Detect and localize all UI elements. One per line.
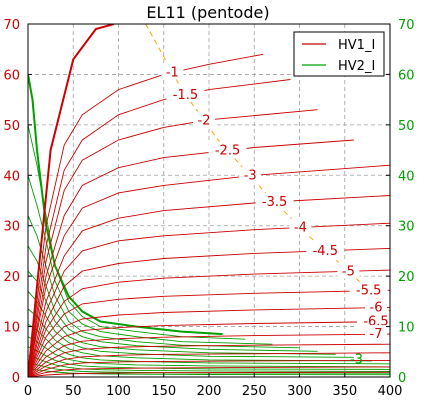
x-tick-label: 300 xyxy=(287,384,312,399)
y-tick-label-left: 70 xyxy=(3,18,20,33)
curve-label-bg xyxy=(349,281,388,298)
y-tick-label-left: 30 xyxy=(3,220,20,235)
plate-current-curve xyxy=(28,343,390,377)
x-tick-label: 400 xyxy=(378,384,403,399)
screen-current-curve xyxy=(28,74,223,336)
legend-label-hv1: HV1_I xyxy=(338,38,375,53)
plate-current-curve xyxy=(28,359,390,377)
y-tick-label-right: 50 xyxy=(398,119,415,134)
x-tick-label: 350 xyxy=(332,384,357,399)
y-tick-label-right: 40 xyxy=(398,169,415,184)
plate-current-curve xyxy=(28,222,390,377)
chart-title: EL11 (pentode) xyxy=(146,3,269,22)
x-tick-label: 0 xyxy=(24,384,32,399)
curve-label-bg xyxy=(161,63,184,80)
curve-label-bg xyxy=(357,312,395,329)
plate-current-curve xyxy=(28,333,390,377)
curve-label-bg xyxy=(166,85,205,102)
x-axis-ticks: 0 50 100 150 200 250 300 350 400 xyxy=(24,373,403,399)
curve-label-bg xyxy=(289,218,312,235)
plate-current-curve xyxy=(28,371,390,377)
y-tick-label-right: 70 xyxy=(398,18,415,33)
y-tick-label-left: 10 xyxy=(3,321,20,336)
curve-label-bg xyxy=(239,166,262,183)
x-tick-label: 100 xyxy=(106,384,131,399)
legend-label-hv2: HV2_I xyxy=(338,59,375,74)
annotation-label: -3 xyxy=(350,352,363,367)
curve-label: -3 xyxy=(244,169,257,184)
curve-label: -1.5 xyxy=(173,88,198,103)
x-tick-label: 200 xyxy=(197,384,222,399)
curve-label-bg xyxy=(255,192,294,209)
plate-current-curve xyxy=(28,79,291,377)
plate-current-curve xyxy=(28,289,390,377)
legend-box xyxy=(293,31,385,77)
screen-current-curve xyxy=(28,124,246,340)
curve-label: -3.5 xyxy=(262,195,287,210)
curve-label-bg xyxy=(337,262,360,279)
screen-current-curve xyxy=(28,291,354,358)
curve-label: -2 xyxy=(198,114,211,129)
y-tick-label-right: 20 xyxy=(398,270,415,285)
y-tick-label-left: 50 xyxy=(3,119,20,134)
curve-label-bg xyxy=(208,141,247,158)
y-tick-label-left: 60 xyxy=(3,68,20,83)
screen-current-curve xyxy=(28,336,390,368)
screen-current-curve xyxy=(28,175,273,345)
plate-current-curve xyxy=(28,352,390,377)
screen-current-curve xyxy=(28,323,390,365)
curve-label-bg xyxy=(365,298,387,315)
plate-current-curve xyxy=(28,24,115,377)
plate-current-curve xyxy=(28,306,390,377)
y-tick-label-right: 0 xyxy=(398,371,406,386)
x-tick-label: 150 xyxy=(151,384,176,399)
screen-current-curve xyxy=(28,355,390,372)
curve-label: -5.5 xyxy=(356,284,381,299)
curve-label: -7 xyxy=(370,327,383,342)
curve-label: -2.5 xyxy=(215,144,240,159)
curve-label: -4 xyxy=(294,221,307,236)
curve-label-bg xyxy=(365,325,387,342)
plate-current-curve xyxy=(28,53,264,377)
y-tick-label-left: 0 xyxy=(12,371,20,386)
x-tick-label: 50 xyxy=(65,384,82,399)
y-tick-label-right: 30 xyxy=(398,220,415,235)
x-tick-label: 250 xyxy=(242,384,267,399)
curve-label: -4.5 xyxy=(313,244,338,259)
y-tick-label-left: 40 xyxy=(3,169,20,184)
plate-current-curve xyxy=(28,321,390,377)
curve-label: -5 xyxy=(342,264,355,279)
curve-label: -6 xyxy=(370,300,383,315)
curve-labels: -1-1.5-2-2.5-3-3.5-4-4.5-5-5.5-6-6.5-7-3 xyxy=(161,63,395,367)
y-axis-ticks: 0 10 20 30 40 50 60 70 0 10 20 30 40 50 60 70 xyxy=(3,18,414,386)
legend: HV1_I HV2_I xyxy=(293,31,385,77)
y-tick-label-left: 20 xyxy=(3,270,20,285)
y-tick-label-right: 10 xyxy=(398,321,415,336)
curve-label: -1 xyxy=(166,66,179,81)
plate-current-curve xyxy=(28,195,390,377)
plate-current-curve xyxy=(28,366,390,377)
plate-current-curve xyxy=(28,269,390,377)
plate-current-curve xyxy=(28,247,390,377)
curve-label-bg xyxy=(306,241,345,258)
curve-label-bg xyxy=(193,111,216,128)
y-tick-label-right: 60 xyxy=(398,68,415,83)
